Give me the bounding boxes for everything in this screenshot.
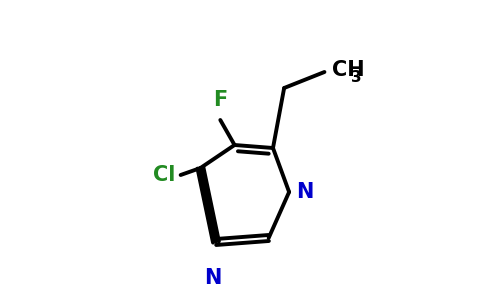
Text: F: F (213, 90, 227, 110)
Text: 3: 3 (351, 70, 362, 85)
Text: CH: CH (333, 60, 365, 80)
Text: N: N (204, 268, 222, 288)
Text: N: N (297, 182, 314, 202)
Text: Cl: Cl (153, 165, 176, 185)
